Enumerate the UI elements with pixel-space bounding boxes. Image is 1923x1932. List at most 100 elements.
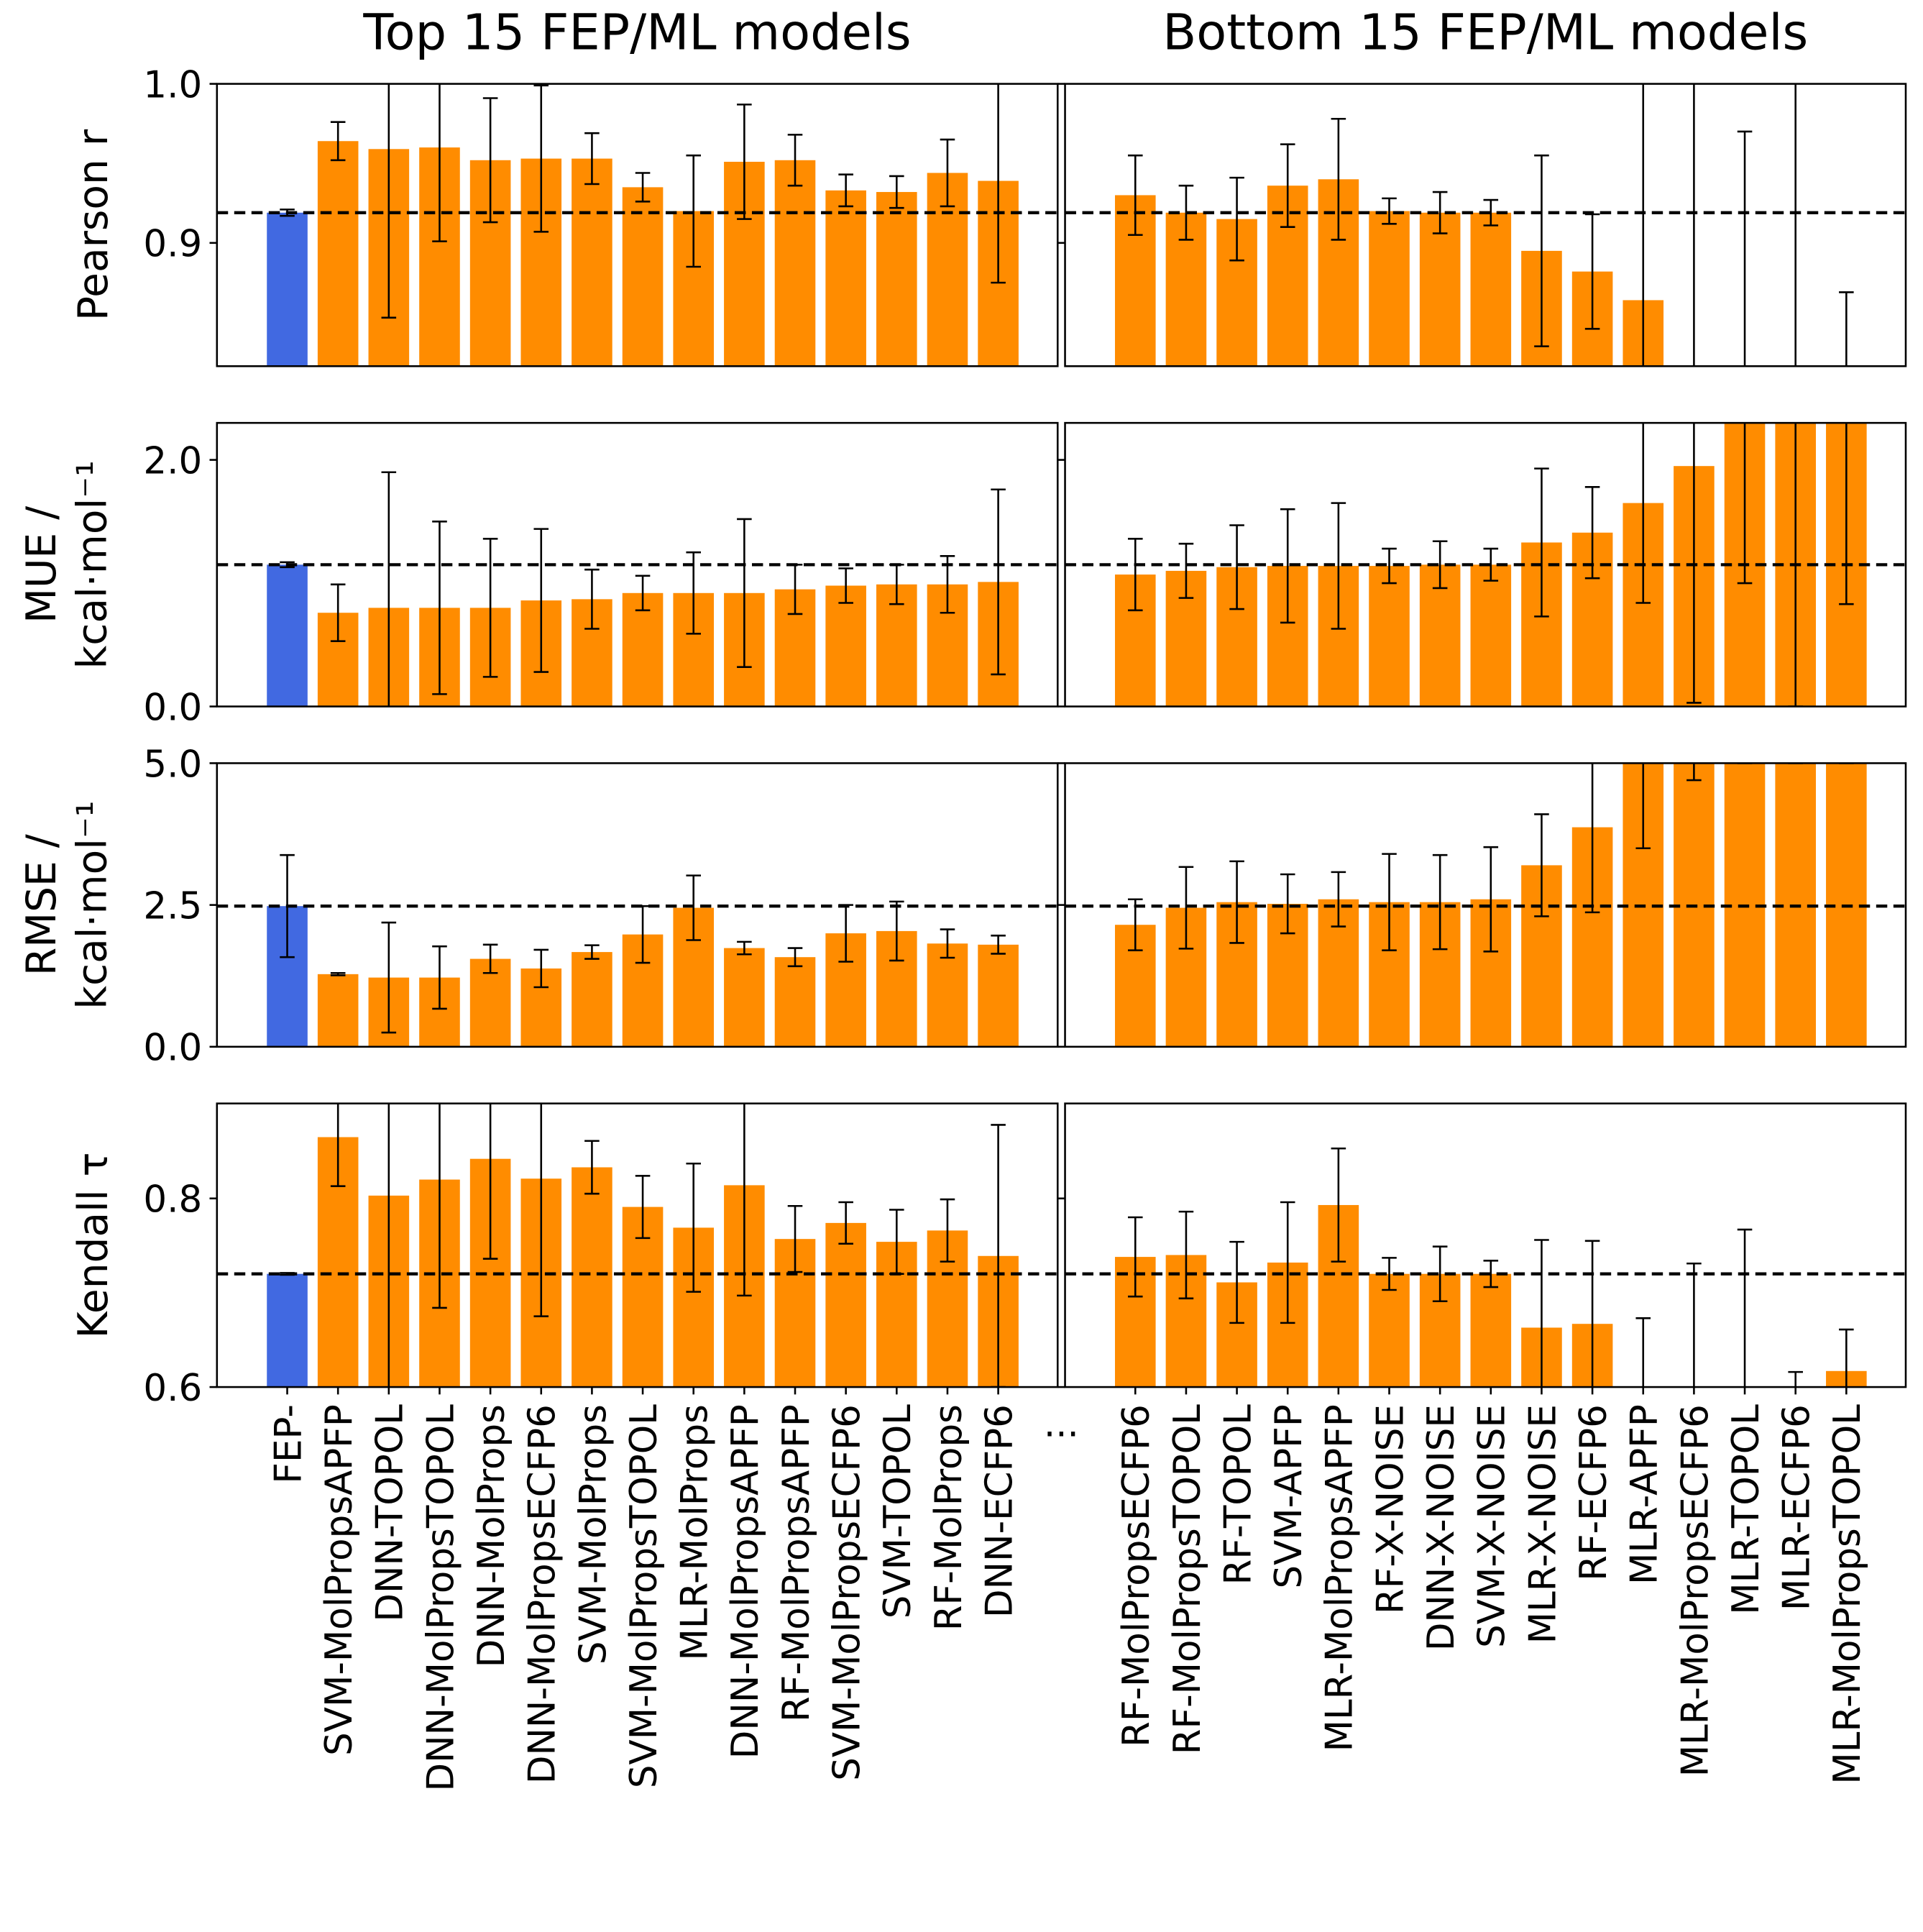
error-bar <box>1534 154 1549 347</box>
error-bar <box>635 1175 651 1240</box>
error-bar <box>330 121 346 162</box>
error-bar <box>280 561 295 569</box>
bar <box>927 943 968 1047</box>
error-bar <box>940 1198 955 1263</box>
error-bar <box>1382 853 1397 952</box>
error-bar <box>838 1201 853 1245</box>
error-bar <box>1584 213 1600 330</box>
error-bar <box>889 1209 904 1275</box>
error-bar <box>737 518 752 668</box>
bar <box>317 974 359 1047</box>
panel <box>1065 763 1906 1047</box>
error-bar <box>1178 1210 1194 1300</box>
error-bar <box>1382 1257 1397 1291</box>
x-tick-label: MLR-MolPropsTOPOL <box>1826 1404 1869 1785</box>
error-bar <box>280 209 295 217</box>
y-axis-label: Kendall τ <box>70 1152 117 1338</box>
column-title: Bottom 15 FEP/ML models <box>1162 4 1808 62</box>
error-bar <box>1331 502 1346 630</box>
error-bar <box>1331 117 1346 241</box>
error-bar <box>787 1204 803 1273</box>
y-tick-label: 2.0 <box>143 439 202 482</box>
x-tick-label: RF-ECFP6 <box>1572 1404 1615 1581</box>
x-tick-label: SVM-APFP <box>1267 1404 1311 1588</box>
error-bar <box>1642 83 1645 367</box>
x-tick-label: MLR-ECFP6 <box>1776 1404 1819 1611</box>
error-bar <box>1127 154 1143 237</box>
error-bar <box>330 1103 346 1188</box>
bar <box>267 564 308 707</box>
error-bar <box>940 555 955 614</box>
bar <box>825 1222 866 1388</box>
x-tick-label: RF-MolPropsAPFP <box>775 1404 818 1722</box>
error-bar <box>635 574 651 612</box>
bar <box>876 192 917 367</box>
error-bar <box>1382 197 1397 225</box>
error-bar <box>1331 1147 1346 1263</box>
x-tick-label: RF-TOPOL <box>1216 1404 1259 1585</box>
error-bar <box>584 568 600 630</box>
error-bar <box>1127 898 1143 952</box>
y-tick-label: 0.8 <box>143 1178 202 1222</box>
error-bar <box>1127 538 1143 612</box>
error-bar <box>838 173 853 208</box>
panel-frame <box>216 421 1059 708</box>
error-bar <box>1686 763 1702 782</box>
bar <box>774 160 816 367</box>
panel-frame <box>1064 762 1907 1048</box>
error-bar <box>381 471 397 707</box>
error-bar <box>482 1103 498 1260</box>
x-tick-label: FEP- <box>267 1404 310 1484</box>
error-bar <box>1432 853 1448 951</box>
error-bar <box>1229 860 1244 944</box>
error-bar <box>940 138 955 208</box>
error-bar <box>787 564 803 615</box>
y-axis-label: kcal·mol⁻¹ <box>68 460 116 669</box>
error-bar <box>533 528 549 673</box>
error-bar <box>889 175 904 209</box>
error-bar <box>635 172 651 203</box>
error-bar <box>1483 547 1499 582</box>
x-tick-label: SVM-TOPOL <box>876 1404 919 1619</box>
x-tick-label: DNN-MolPropsTOPOL <box>419 1404 462 1792</box>
error-bar <box>737 104 752 220</box>
error-bar <box>737 1103 752 1297</box>
error-bar <box>1178 866 1194 950</box>
error-bar <box>991 488 1006 676</box>
error-bar <box>381 921 397 1034</box>
y-axis-label: kcal·mol⁻¹ <box>68 800 116 1009</box>
error-bar <box>686 874 702 941</box>
panel <box>216 1103 1058 1388</box>
y-axis-label: MUE / <box>18 505 65 623</box>
error-bar <box>482 97 498 224</box>
y-tick-label: 1.0 <box>143 63 202 106</box>
error-bar <box>533 84 549 233</box>
error-bar <box>584 1140 600 1195</box>
error-bar <box>1382 547 1397 585</box>
x-tick-label: DNN-X-NOISE <box>1420 1404 1463 1651</box>
panel-frame <box>1064 1102 1907 1388</box>
error-bar <box>330 583 346 642</box>
error-bar <box>1483 198 1499 226</box>
x-tick-label: SVM-X-NOISE <box>1471 1404 1514 1648</box>
bar <box>825 190 866 367</box>
error-bar <box>1737 423 1753 585</box>
error-bar <box>940 928 955 959</box>
error-bar <box>787 947 803 968</box>
error-bar <box>1534 813 1549 917</box>
error-bar <box>280 853 295 958</box>
error-bar <box>1280 873 1295 935</box>
error-bar <box>533 1103 549 1318</box>
error-bar <box>584 132 600 186</box>
x-tick-label: RF-X-NOISE <box>1369 1404 1412 1614</box>
panel-frame <box>1064 83 1907 367</box>
error-bar <box>991 934 1006 955</box>
error-bar <box>1229 176 1244 262</box>
error-bar <box>1584 486 1600 580</box>
bar <box>724 948 765 1047</box>
x-tick-label: RF-MolPropsTOPOL <box>1166 1404 1209 1754</box>
error-bar <box>1331 871 1346 928</box>
bar <box>267 212 308 367</box>
bar <box>978 944 1019 1047</box>
